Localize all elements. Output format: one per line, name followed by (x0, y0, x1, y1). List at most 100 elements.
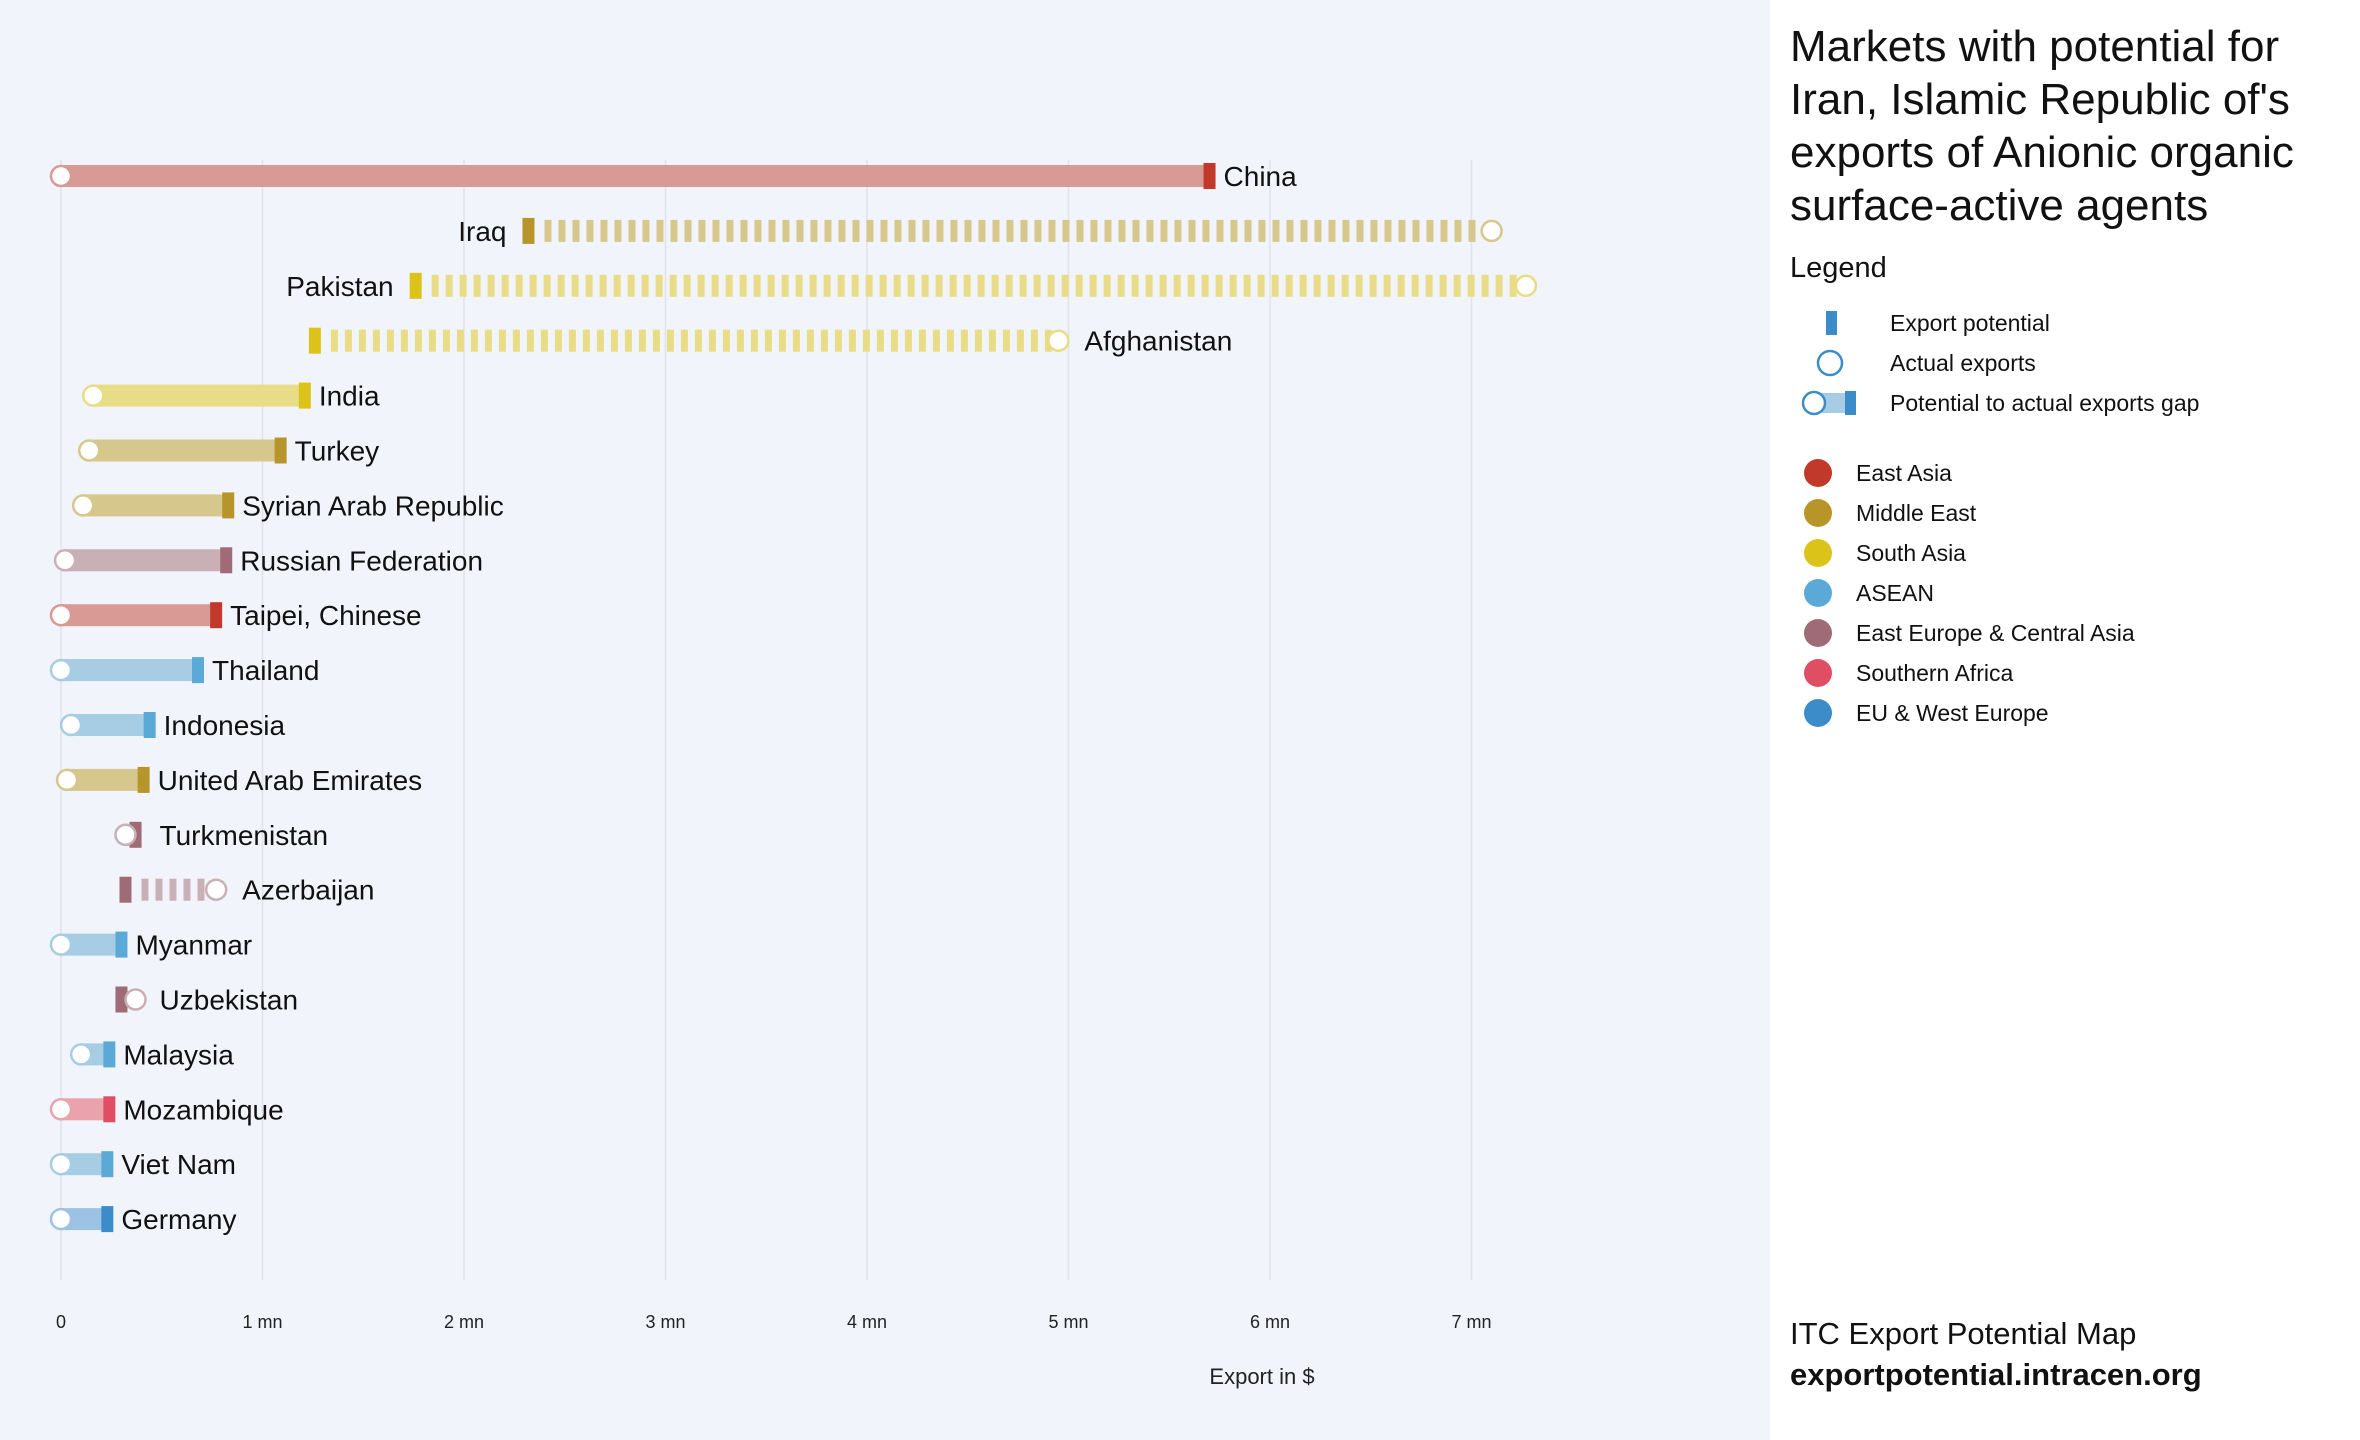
potential-marker (101, 1206, 114, 1233)
gap-dash (445, 274, 453, 297)
gap-dash (428, 329, 436, 352)
gap-dash (585, 274, 593, 297)
potential-marker (210, 602, 223, 629)
gap-dash (543, 274, 551, 297)
gap-dash (890, 329, 898, 352)
country-label: India (319, 381, 380, 412)
gap-dash (1509, 274, 1517, 297)
gap-bar (61, 1208, 108, 1231)
gap-dash (515, 274, 523, 297)
gap-dash (1090, 219, 1098, 242)
gap-dash (614, 219, 622, 242)
gap-dash (1089, 274, 1097, 297)
gap-dash (764, 329, 772, 352)
potential-marker (222, 492, 235, 519)
gap-dash (557, 274, 565, 297)
gap-dash (921, 274, 929, 297)
actual-marker (71, 494, 95, 517)
footer-link[interactable]: exportpotential.intracen.org (1790, 1357, 2202, 1392)
gap-dash (694, 329, 702, 352)
country-label: Afghanistan (1084, 326, 1232, 357)
potential-marker (143, 712, 156, 738)
gap-dash (484, 329, 492, 352)
gap-dash (824, 219, 832, 242)
gap-dash (610, 329, 618, 352)
gap-dash (470, 329, 478, 352)
gap-dash (893, 274, 901, 297)
actual-marker (55, 768, 79, 792)
gap-dash (1117, 274, 1125, 297)
region-color-dot (1804, 499, 1832, 527)
region-label: Southern Africa (1856, 659, 2014, 686)
gap-dash (851, 274, 859, 297)
gap-dash (894, 219, 902, 242)
gap-dash (1230, 219, 1238, 242)
actual-marker (59, 713, 83, 737)
gap-dash (809, 274, 817, 297)
region-color-dot (1804, 659, 1832, 687)
gap-dash (1468, 219, 1476, 242)
gap-dash (1369, 274, 1377, 297)
potential-bar-icon (1790, 306, 1890, 340)
potential-marker (115, 986, 128, 1013)
gap-dash (795, 274, 803, 297)
legend-item-actual-exports: Actual exports (1790, 346, 2036, 380)
x-tick-label: 7 mn (1451, 1312, 1491, 1332)
potential-marker (103, 1096, 116, 1123)
potential-marker (409, 272, 422, 299)
potential-marker (119, 876, 132, 903)
gap-dash (739, 274, 747, 297)
gap-dash (487, 274, 495, 297)
gap-dash (992, 219, 1000, 242)
gap-dash (1355, 274, 1363, 297)
country-label: Russian Federation (240, 545, 483, 576)
x-tick-label: 3 mn (645, 1312, 685, 1332)
region-asean: ASEAN (1790, 576, 1934, 610)
gap-dash (879, 274, 887, 297)
country-label: Indonesia (164, 710, 286, 741)
gap-dash (1481, 274, 1489, 297)
potential-marker (298, 382, 311, 409)
gap-dash (1229, 274, 1237, 297)
gap-dash (582, 329, 590, 352)
actual-marker (77, 439, 101, 462)
actual-marker (49, 1207, 73, 1231)
country-label: Thailand (212, 655, 319, 686)
potential-marker (115, 931, 128, 958)
gap-dash (754, 219, 762, 242)
actual-marker (69, 1043, 93, 1066)
gap-dash (1202, 219, 1210, 242)
gap-dash (183, 878, 191, 901)
gap-dash (922, 219, 930, 242)
gap-dash (767, 274, 775, 297)
actual-marker (1480, 219, 1503, 243)
gap-dash (141, 878, 149, 901)
gap-dash (796, 219, 804, 242)
gap-dash (1103, 274, 1111, 297)
gap-dash (1328, 219, 1336, 242)
actual-marker (114, 823, 137, 847)
chart-title: Markets with potential for Iran, Islamic… (1790, 22, 2294, 230)
gap-dash (736, 329, 744, 352)
potential-marker (137, 766, 150, 793)
gap-dash (1005, 274, 1013, 297)
gap-dash (936, 219, 944, 242)
region-color-dot (1804, 459, 1832, 487)
region-color-dot (1804, 579, 1832, 607)
gap-dash (908, 219, 916, 242)
gap-dash (358, 329, 366, 352)
gap-dash (596, 329, 604, 352)
gap-dash (656, 219, 664, 242)
gap-dash (907, 274, 915, 297)
gap-dash (978, 219, 986, 242)
gap-dash (1398, 219, 1406, 242)
gap-dash (837, 274, 845, 297)
gap-bar (61, 604, 217, 627)
gap-dash (781, 274, 789, 297)
gap-dash (708, 329, 716, 352)
gap-dash (949, 274, 957, 297)
country-label: Azerbaijan (242, 875, 374, 906)
gap-dash (963, 274, 971, 297)
gap-dash (1272, 219, 1280, 242)
potential-marker (101, 1151, 114, 1178)
